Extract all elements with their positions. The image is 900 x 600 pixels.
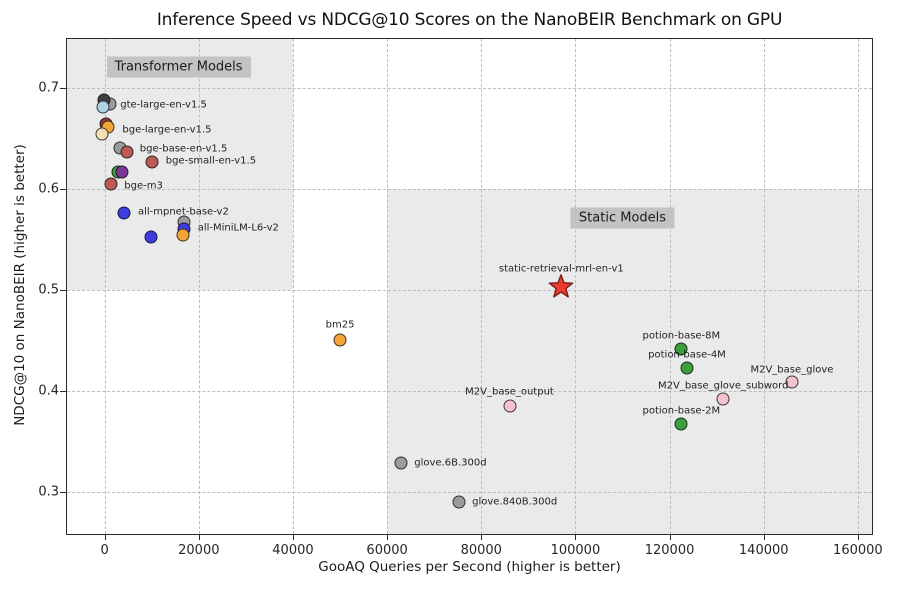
data-point-unlabeled-15 (176, 228, 190, 242)
gridline-y-0.7 (67, 87, 872, 89)
x-tick-120000 (669, 535, 671, 540)
point-label-potion-base-4M: potion-base-4M (648, 349, 726, 361)
data-point-potion-base-2M (674, 417, 688, 431)
x-tick-80000 (481, 535, 483, 540)
data-point-all-mpnet-base-v2 (117, 206, 131, 220)
point-label-potion-base-8M: potion-base-8M (642, 330, 721, 342)
region-label-transformer-models: Transformer Models (106, 56, 251, 78)
point-label-bge-base-en-v1.5: bge-base-en-v1.5 (139, 143, 228, 155)
y-tick-0.3 (60, 492, 66, 494)
data-point-unlabeled-5 (95, 127, 109, 141)
data-point-bge-base-en-v1.5 (120, 145, 134, 159)
gridline-x-120000 (669, 39, 671, 534)
x-tick-label-0: 0 (100, 543, 109, 558)
y-tick-0.7 (60, 87, 66, 89)
gridline-x-140000 (763, 39, 765, 534)
gridline-x-40000 (292, 39, 294, 534)
gridline-x-160000 (857, 39, 859, 534)
gridline-y-0.4 (67, 391, 872, 393)
gridline-y-0.5 (67, 290, 872, 292)
point-label-gte-large-en-v1.5: gte-large-en-v1.5 (120, 99, 207, 111)
data-point-static-retrieval-mrl-en-v1-star-marker (548, 274, 574, 298)
region-label-static-models: Static Models (570, 207, 675, 229)
point-label-M2V_base_glove_subword: M2V_base_glove_subword (658, 380, 789, 392)
data-point-gte-large-en-v1.5 (96, 100, 110, 114)
data-point-unlabeled-16 (144, 230, 158, 244)
y-tick-0.4 (60, 391, 66, 393)
x-tick-label-60000: 60000 (366, 543, 408, 558)
x-tick-20000 (198, 535, 200, 540)
data-point-M2V_base_output (503, 399, 516, 413)
point-label-M2V_base_glove: M2V_base_glove (750, 364, 834, 376)
data-point-unlabeled-10 (115, 165, 129, 179)
chart-title: Inference Speed vs NDCG@10 Scores on the… (156, 10, 783, 30)
x-tick-40000 (292, 535, 294, 540)
y-tick-label-0.5: 0.5 (38, 282, 59, 298)
gridline-y-0.6 (67, 188, 872, 190)
point-label-all-MiniLM-L6-v2: all-MiniLM-L6-v2 (197, 222, 279, 234)
gridline-x-100000 (575, 39, 577, 534)
data-point-potion-base-4M (680, 361, 694, 375)
point-label-bge-small-en-v1.5: bge-small-en-v1.5 (165, 155, 257, 167)
gridline-x-20000 (198, 39, 200, 534)
gridline-y-0.3 (67, 492, 872, 494)
x-tick-100000 (575, 535, 577, 540)
point-label-static-retrieval-mrl-en-v1: static-retrieval-mrl-en-v1 (498, 263, 624, 275)
y-axis-label: NDCG@10 on NanoBEIR (higher is better) (12, 144, 28, 426)
data-point-glove.6B.300d (394, 456, 408, 470)
x-tick-140000 (763, 535, 765, 540)
point-label-all-mpnet-base-v2: all-mpnet-base-v2 (137, 206, 229, 218)
y-tick-label-0.6: 0.6 (38, 181, 59, 197)
x-tick-label-160000: 160000 (833, 543, 883, 558)
x-tick-60000 (387, 535, 389, 540)
gridline-x-80000 (481, 39, 483, 534)
x-axis-label: GooAQ Queries per Second (higher is bett… (318, 559, 621, 575)
x-tick-label-80000: 80000 (460, 543, 502, 558)
x-tick-label-100000: 100000 (550, 543, 601, 558)
y-tick-0.6 (60, 188, 66, 190)
point-label-glove.6B.300d: glove.6B.300d (414, 457, 487, 469)
y-tick-label-0.7: 0.7 (38, 80, 59, 96)
x-tick-label-40000: 40000 (272, 543, 314, 558)
plot-area: 0 20000 40000 60000 80000 100000 120000 140000 1… (38, 38, 883, 558)
data-point-M2V_base_glove (785, 375, 799, 389)
gridline-x-60000 (387, 39, 389, 534)
y-tick-0.5 (60, 290, 66, 292)
x-tick-160000 (857, 535, 859, 540)
data-point-bge-m3 (104, 177, 118, 191)
x-tick-label-20000: 20000 (178, 543, 220, 558)
data-point-bge-small-en-v1.5 (145, 155, 159, 169)
point-label-bge-m3: bge-m3 (124, 180, 163, 192)
point-label-bge-large-en-v1.5: bge-large-en-v1.5 (122, 124, 212, 136)
data-point-potion-base-8M (674, 342, 688, 356)
point-label-potion-base-2M: potion-base-2M (642, 405, 721, 417)
data-point-bm25 (333, 333, 347, 347)
data-point-M2V_base_glove_subword (716, 392, 730, 406)
point-label-M2V_base_output: M2V_base_output (465, 386, 554, 398)
gridline-x-0 (104, 39, 106, 534)
x-tick-label-140000: 140000 (738, 543, 789, 558)
x-tick-0 (104, 535, 106, 540)
x-tick-label-120000: 120000 (644, 543, 695, 558)
y-tick-label-0.3: 0.3 (38, 484, 59, 500)
region-static-models (387, 188, 872, 534)
point-label-glove.840B.300d: glove.840B.300d (472, 496, 558, 508)
y-tick-label-0.4: 0.4 (38, 383, 59, 399)
data-point-glove.840B.300d (452, 495, 466, 509)
point-label-bm25: bm25 (325, 319, 355, 331)
